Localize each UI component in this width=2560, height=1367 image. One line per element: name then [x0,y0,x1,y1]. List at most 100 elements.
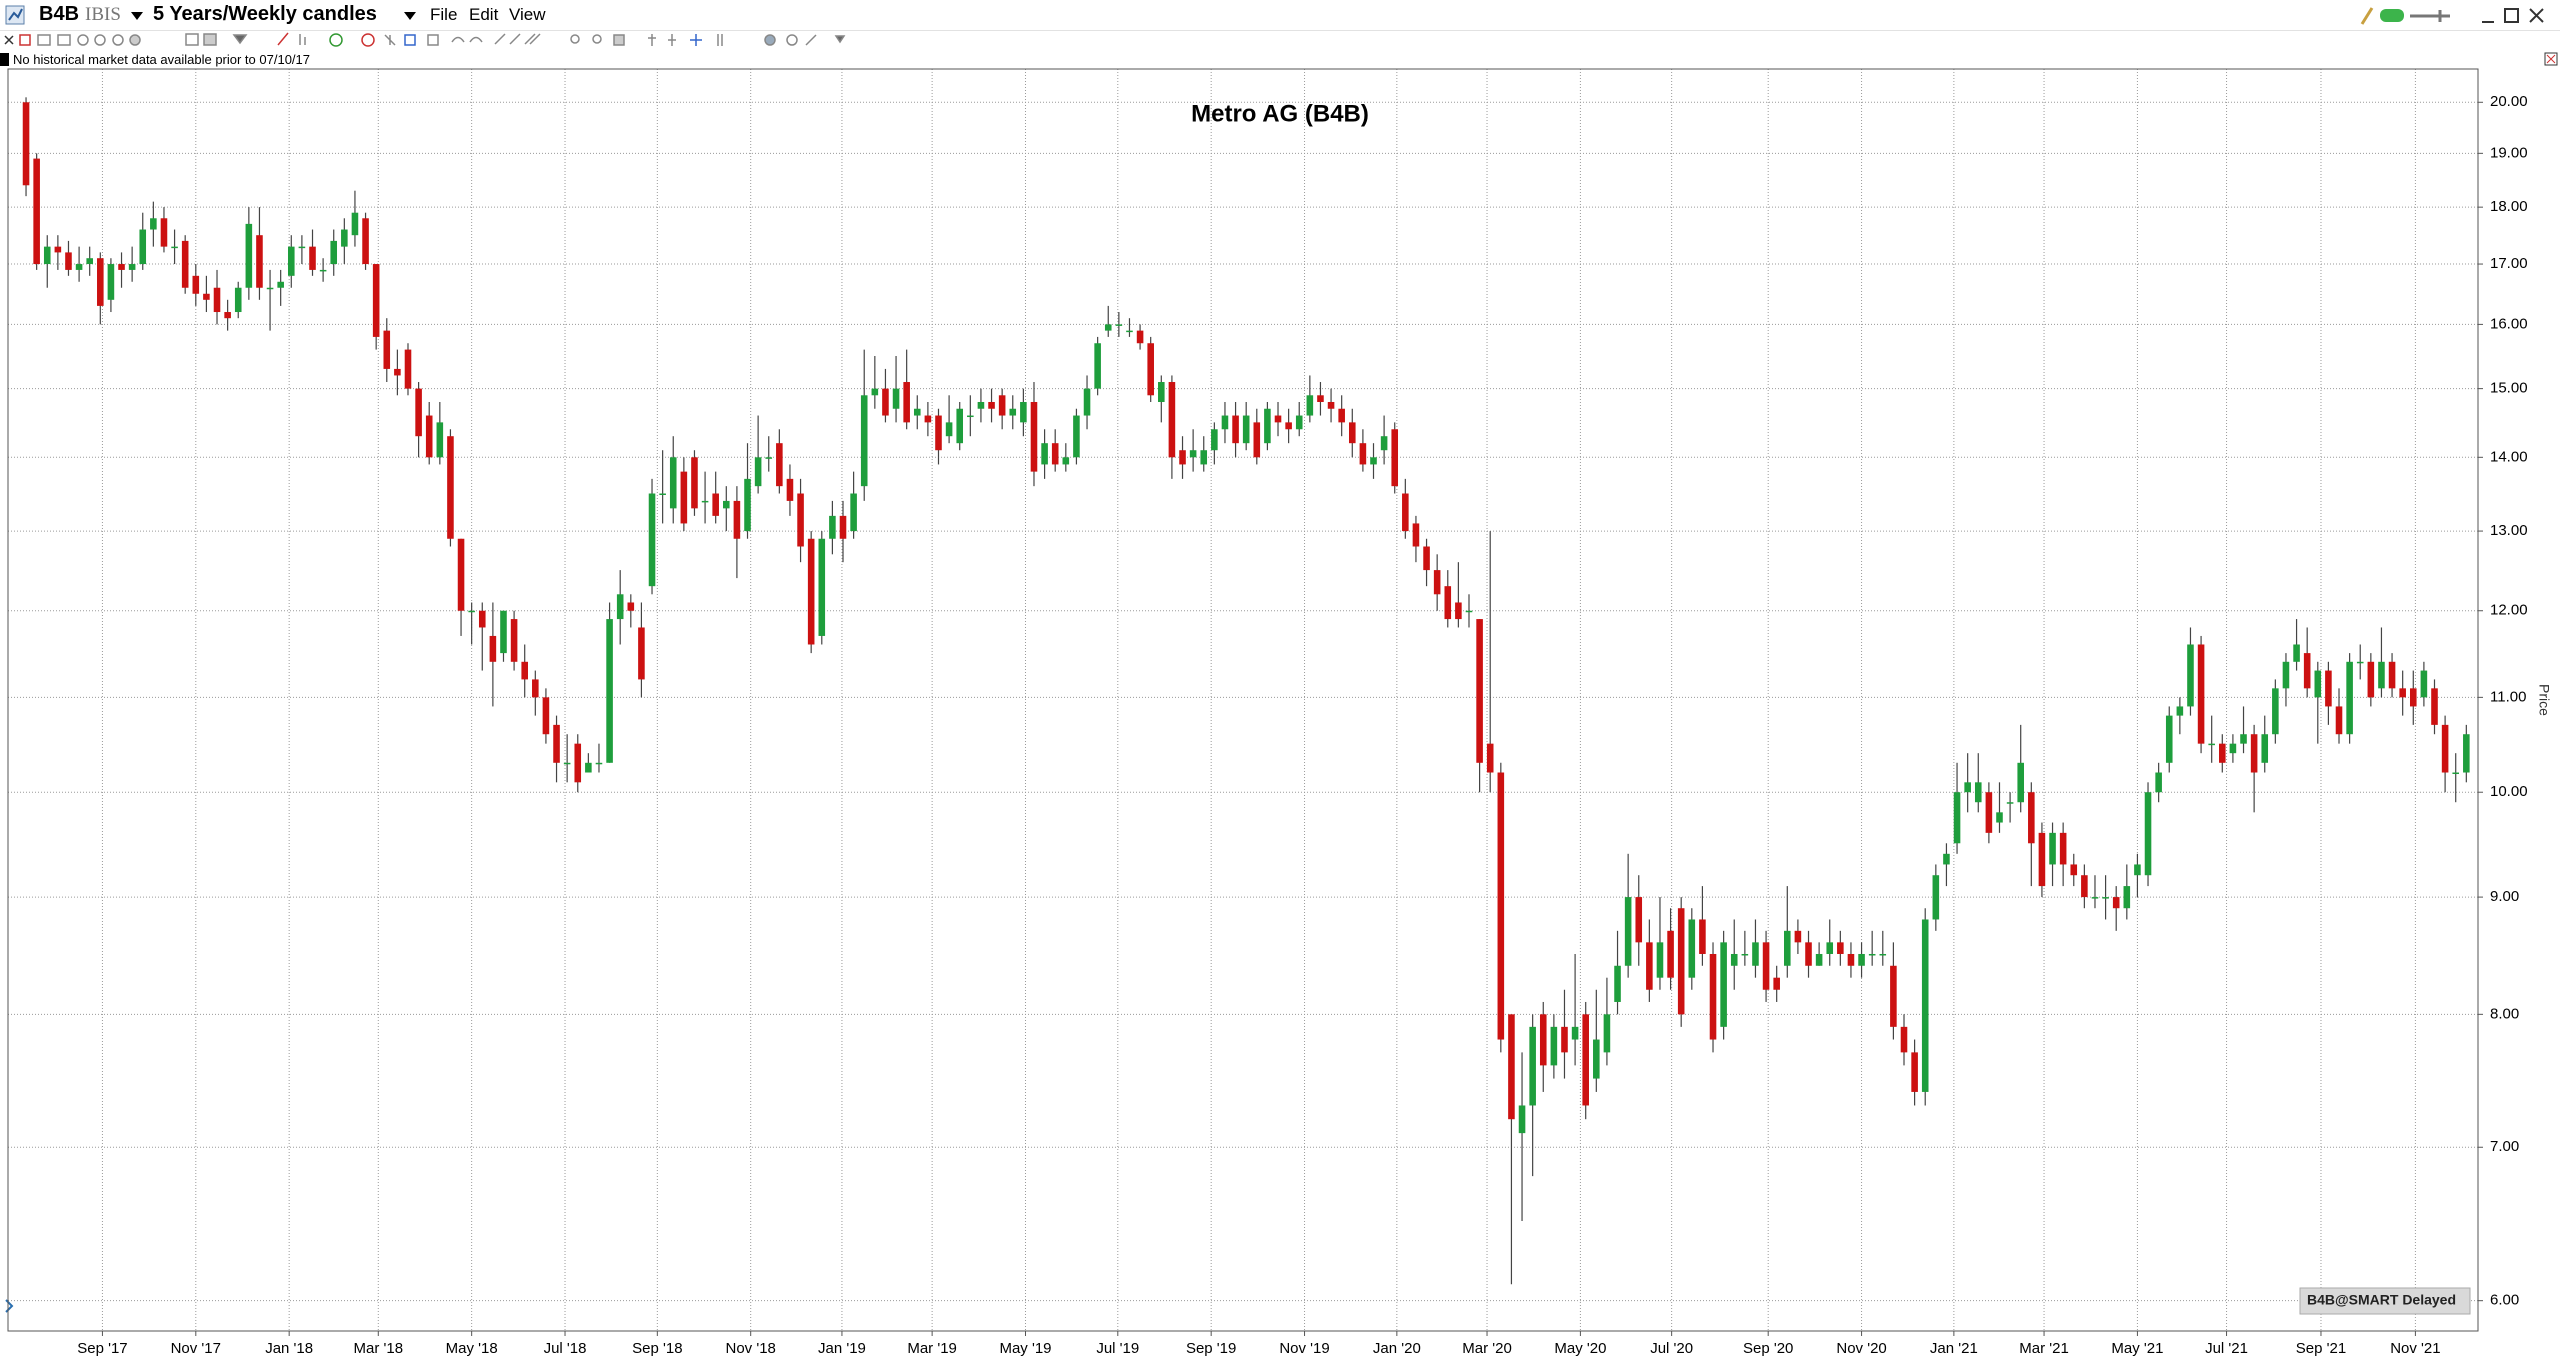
candle-body [1762,942,1770,990]
tool-icon[interactable] [2360,7,2374,25]
menu-item[interactable]: Edit [469,5,499,24]
toolbar-button[interactable] [77,34,89,46]
toolbar-button[interactable] [384,34,396,46]
toolbar-button[interactable] [232,34,248,45]
candle-body [2335,706,2343,735]
candle-body [2187,644,2194,707]
toolbar-button[interactable] [404,34,416,46]
symbol-dropdown[interactable] [131,12,143,20]
app-icon [5,5,25,25]
candle-body [33,158,40,265]
candle-body [638,627,645,680]
candle-body [1242,415,1250,444]
candle-body [2028,792,2035,844]
candle-body [1635,897,1643,943]
x-tick-label: Nov '21 [2390,1340,2440,1357]
x-tick-label: Jan '19 [818,1340,866,1357]
candle-body [1274,415,1282,423]
close-button[interactable] [2529,8,2544,23]
maximize-button[interactable] [2504,8,2519,23]
toolbar-button[interactable] [57,34,71,46]
toolbar-button[interactable] [185,33,199,46]
candle-body [1890,965,1897,1027]
candle-body [287,246,295,276]
candle-body [1932,875,1940,920]
candle-body [1603,1014,1611,1053]
toolbar-button[interactable] [805,34,817,46]
candle-body [1646,942,1653,990]
chart-title: Metro AG (B4B) [1191,100,1369,127]
candle-body [1391,429,1399,487]
notice-close[interactable] [2544,52,2558,66]
y-tick-label: 6.00 [2490,1292,2519,1309]
y-tick-label: 19.00 [2490,144,2528,161]
toolbar-button[interactable] [668,34,676,46]
toolbar-button[interactable] [764,34,776,46]
toolbar-button[interactable] [94,34,106,46]
toolbar-button[interactable] [469,36,483,43]
y-axis-label: Price [2536,684,2552,716]
toolbar-button[interactable] [329,33,343,47]
toolbar-button[interactable] [129,34,141,46]
toolbar-button[interactable] [717,34,723,46]
candle-body [500,610,507,654]
candle-body [1486,743,1494,773]
side-icon[interactable] [5,1299,14,1313]
candle-body [1465,610,1473,613]
toolbar-button[interactable] [524,33,541,45]
candle-body [1656,942,1664,978]
candle-body [54,246,62,253]
period-dropdown[interactable] [404,12,416,20]
toolbar-button[interactable] [427,34,439,46]
candle-body [2282,661,2290,689]
candle-body [807,538,815,645]
x-tick-label: Sep '21 [2296,1340,2346,1357]
y-tick-label: 15.00 [2490,380,2528,397]
menu-item[interactable]: View [509,5,546,24]
candle-body [22,102,30,186]
pin-icon[interactable] [2410,10,2450,22]
candle-body [1667,930,1674,978]
toolbar-button[interactable] [37,34,51,46]
candle-body [1720,942,1727,1027]
toolbar-button[interactable] [613,34,625,46]
toolbar-button[interactable] [494,33,521,45]
watermark-box [2299,1287,2471,1315]
candle-body [2123,886,2131,909]
candle-body [2314,670,2322,698]
candle-body [1062,457,1070,465]
toolbar-button[interactable] [786,34,798,46]
toolbar-button[interactable] [112,34,124,46]
menu-item[interactable]: File [430,5,458,24]
toolbar-button[interactable] [4,35,14,45]
x-tick-label: Nov '20 [1836,1340,1886,1357]
toolbar-button[interactable] [592,34,602,44]
toolbar-button[interactable] [570,34,580,44]
toolbar-button[interactable] [361,33,375,47]
candle-body [1338,408,1345,423]
toolbar-button[interactable] [203,33,217,46]
symbol[interactable]: B4B [39,3,80,25]
candle-body [1582,1014,1589,1106]
toolbar-button[interactable] [451,36,465,43]
candle-body [850,493,857,532]
candle-body [967,415,974,418]
candle-body [213,287,221,313]
toolbar-button[interactable] [277,32,289,46]
candle-body [107,264,115,300]
link-icon[interactable] [2380,9,2404,22]
toolbar-button[interactable] [648,34,656,46]
y-tick-label: 7.00 [2490,1138,2519,1155]
candle-body [1773,977,1780,990]
toolbar-button[interactable] [690,34,702,46]
toolbar-button[interactable] [19,34,31,46]
candle-body [394,368,401,376]
toolbar-button[interactable] [299,34,306,45]
candle-body [2250,734,2258,773]
candle-body [1741,953,1749,956]
candle-body [2219,743,2226,763]
toolbar-button[interactable] [834,35,846,44]
period[interactable]: 5 Years/Weekly candles [153,3,377,25]
candle-body [1497,772,1505,1040]
x-tick-label: Mar '18 [354,1340,404,1357]
